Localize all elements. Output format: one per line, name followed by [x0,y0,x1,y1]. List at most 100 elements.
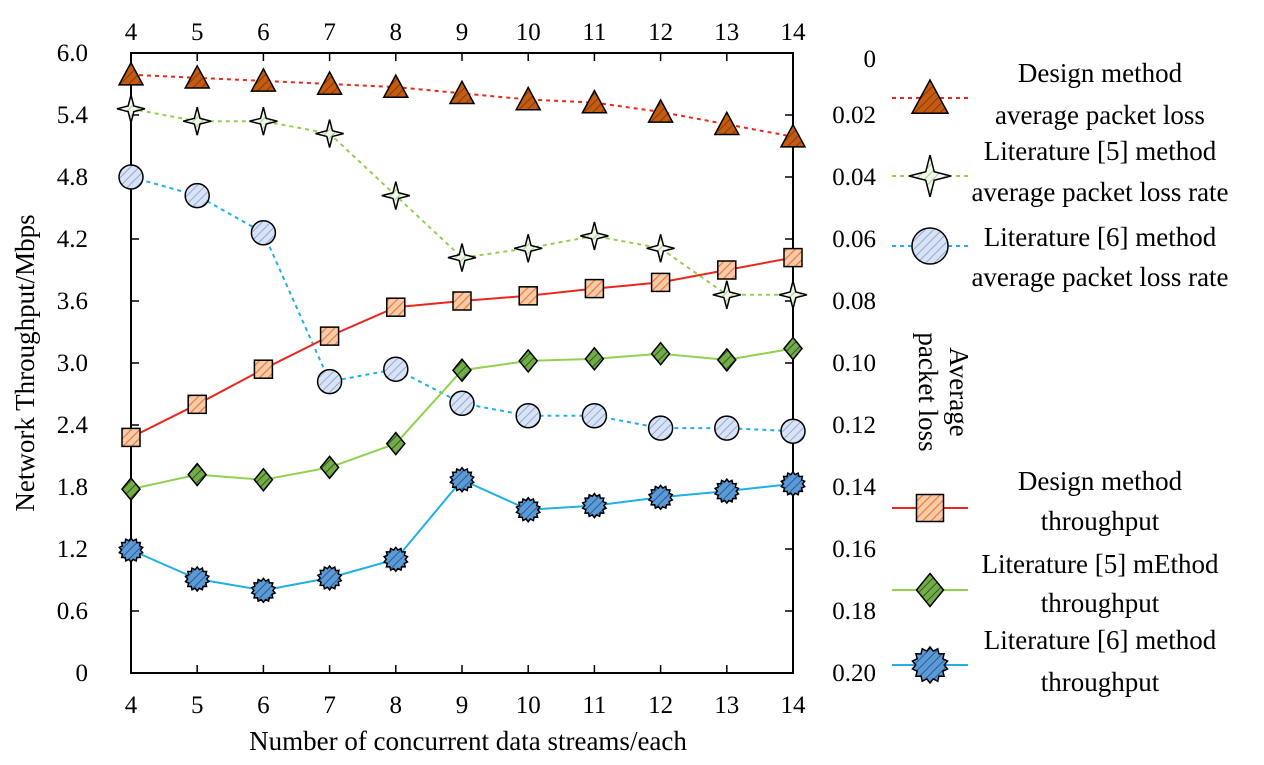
data-point-lit5-loss [580,222,608,250]
data-point-design-loss [251,69,275,91]
x-tick-label-bottom: 14 [781,692,807,719]
legend-label-line1: Literature [6] method [984,625,1217,655]
series-lit6-throughput [119,468,804,603]
legend-label-line1: Literature [5] method [984,136,1217,166]
data-point-lit6-loss [649,416,673,440]
data-point-lit5-loss [647,234,675,262]
data-point-lit6-loss [516,404,540,428]
data-point-lit6-loss [318,370,342,394]
data-point-lit6-throughput [318,566,341,590]
y-axis-right-title: Average packet loss [913,332,974,451]
data-point-design-throughput [387,298,405,316]
y-left-tick-label: 1.2 [57,536,88,563]
series-line-lit6-throughput [131,480,793,591]
y-left-tick-label: 0.6 [57,598,88,625]
y-right-tick-label: 0.02 [832,102,876,129]
data-point-lit5-loss [117,95,145,123]
legend-entry-lit5-loss: Literature [5] method average packet loss… [892,136,1229,207]
y-left-tick-label: 2.4 [57,412,89,439]
legend-marker-diamond [917,574,944,607]
data-point-lit5-loss [183,107,211,135]
data-point-lit6-loss [384,357,408,381]
data-point-design-throughput [122,428,140,446]
data-point-lit6-loss [251,221,275,245]
data-point-design-loss [318,72,342,94]
x-tick-label-bottom: 9 [456,692,469,719]
data-point-design-throughput [519,287,537,305]
data-point-lit6-throughput [781,472,804,496]
y-axis-right-title-line2: packet loss [913,332,943,451]
legend-label-line2: throughput [1041,506,1160,536]
data-point-lit5-throughput [519,350,537,372]
data-point-lit6-throughput [517,498,540,522]
data-point-lit5-loss [316,120,344,148]
legend-label-line2: throughput [1041,667,1160,697]
data-point-design-throughput [254,360,272,378]
data-point-lit6-loss [450,391,474,415]
legend-marker-burst [912,647,947,683]
y-right-tick-label: 0.14 [832,474,876,501]
data-point-lit6-throughput [583,494,606,518]
y-left-tick-label: 3.6 [57,288,88,315]
y-right-tick-label: 0.18 [832,598,876,625]
legend-marker-circle [912,228,948,264]
x-tick-label-top: 12 [648,19,673,46]
legend-entry-lit6-throughput: Literature [6] method throughput [892,625,1217,697]
x-tick-label-top: 11 [582,19,606,46]
data-point-lit6-loss [715,416,739,440]
y-left-tick-label: 4.8 [57,164,88,191]
x-tick-label-bottom: 11 [582,692,606,719]
y-right-tick-label: 0.08 [832,288,876,315]
x-tick-label-top: 4 [125,19,138,46]
legend-label-line2: throughput [1041,588,1160,618]
data-point-lit5-loss [779,281,807,309]
series-design-throughput [122,249,802,447]
data-point-lit5-throughput [585,348,603,370]
data-point-lit6-loss [119,165,143,189]
data-point-lit5-loss [514,234,542,262]
y-axis-left-title: Network Throughput/Mbps [10,214,40,511]
x-tick-label-top: 10 [516,19,541,46]
data-point-design-throughput [718,261,736,279]
data-point-lit6-loss [781,419,805,443]
data-point-lit5-throughput [254,469,272,491]
x-tick-label-top: 9 [456,19,469,46]
data-point-design-throughput [585,280,603,298]
legend-label-line1: Design method [1018,58,1183,88]
data-point-design-throughput [784,249,802,267]
y-right-tick-label: 0.06 [832,226,876,253]
series-lit5-loss [117,95,807,309]
x-tick-label-top: 5 [191,19,204,46]
data-point-lit5-loss [249,107,277,135]
legend-label-line2: average packet loss rate [971,177,1228,207]
legend-label-line1: Literature [6] method [984,222,1217,252]
x-tick-label-bottom: 10 [516,692,541,719]
data-point-design-throughput [453,292,471,310]
x-tick-label-bottom: 5 [191,692,204,719]
x-tick-label-top: 7 [323,19,336,46]
x-tick-label-bottom: 13 [714,692,739,719]
x-tick-label-bottom: 12 [648,692,673,719]
data-point-lit5-loss [713,281,741,309]
y-right-tick-label: 0 [864,46,877,73]
x-tick-label-top: 13 [714,19,739,46]
series-design-loss [119,63,805,147]
legend-entry-design-loss: Design method average packet loss [892,58,1205,130]
y-right-tick-label: 0.04 [832,164,876,191]
data-point-lit6-throughput [119,538,142,562]
y-axis-right-title-line1: Average [944,347,974,436]
data-point-design-throughput [652,273,670,291]
data-point-lit5-throughput [784,338,802,360]
legend-label-line1: Literature [5] mEthod [982,549,1219,579]
data-point-lit6-loss [185,184,209,208]
data-point-lit5-throughput [321,456,339,478]
data-point-design-loss [516,88,540,110]
data-point-lit6-throughput [649,485,672,509]
y-right-tick-label: 0.12 [832,412,876,439]
data-point-design-loss [715,112,739,134]
data-point-design-throughput [188,395,206,413]
legend-label-line2: average packet loss rate [971,262,1228,292]
legend-label-line1: Design method [1018,466,1183,496]
y-left-tick-label: 3.0 [57,350,88,377]
y-left-tick-label: 5.4 [57,102,89,129]
